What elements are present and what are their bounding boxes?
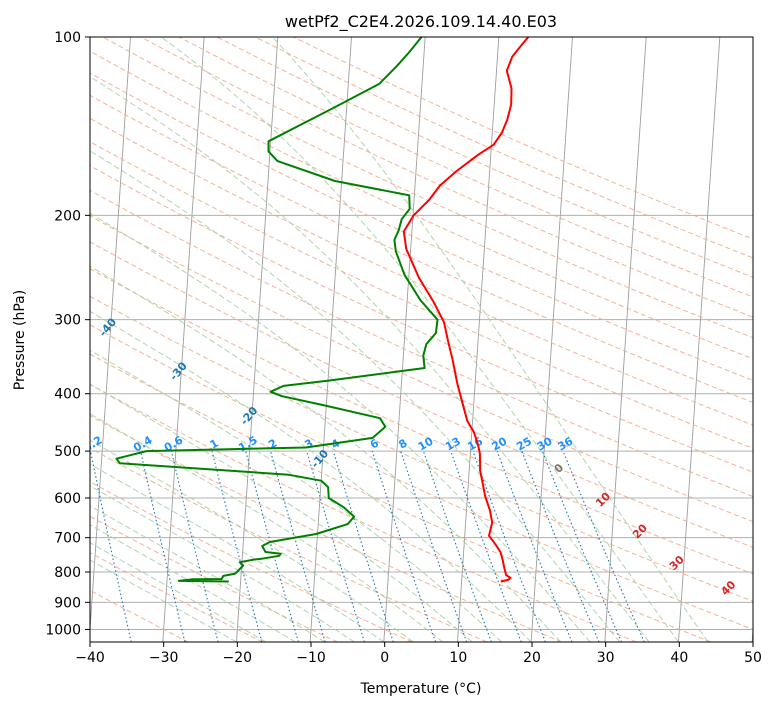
x-tick-label: 50: [744, 650, 762, 666]
isotherm-line: [162, 37, 205, 642]
moist-adiabat-line: [90, 265, 561, 642]
mixing-ratio-line: [245, 450, 299, 642]
mixing-ratio-line: [371, 450, 437, 642]
y-tick-label: 300: [54, 313, 81, 329]
mixing-ratio-line: [541, 450, 623, 642]
isotherm-line: [530, 37, 573, 642]
dry-adiabat-line: [90, 324, 753, 630]
y-tick-label: 400: [54, 387, 81, 403]
x-tick-label: −40: [75, 650, 105, 666]
y-tick-label: 700: [54, 531, 81, 547]
x-tick-label: −10: [296, 650, 326, 666]
mixing-ratio-line: [496, 450, 573, 642]
x-tick-label: −30: [149, 650, 179, 666]
dry-adiabat-line: [90, 353, 712, 642]
x-tick-label: 20: [523, 650, 541, 666]
moist-adiabat-line: [90, 463, 385, 642]
y-axis-ticks: 100 200 300 400 500 600 700 800 900 1000: [45, 30, 90, 638]
data-lines: [115, 37, 530, 583]
mixing-ratio-line: [422, 450, 492, 642]
plot-frame: [89, 36, 754, 643]
dry-adiabat-line: [140, 37, 753, 318]
y-tick-label: 600: [54, 491, 81, 507]
moist-adiabat-line: [90, 349, 503, 642]
y-tick-label: 900: [54, 595, 81, 611]
x-axis-ticks: −40 −30 −20 −10 0 10 20 30 40 50: [75, 642, 762, 666]
moist-adiabat-line: [90, 439, 414, 642]
moist-adiabat-line: [90, 542, 267, 642]
background-lines: [90, 37, 753, 642]
y-axis-title: Pressure (hPa): [12, 290, 28, 390]
dry-adiabat-line: [90, 589, 189, 642]
mixing-ratio-line: [306, 450, 365, 642]
y-tick-label: 800: [54, 565, 81, 581]
x-tick-label: 0: [380, 650, 389, 666]
mixing-ratio-line: [140, 450, 186, 642]
x-tick-label: 40: [670, 650, 688, 666]
dry-adiabat-line: [90, 383, 637, 642]
dry-adiabat-line: [90, 215, 753, 523]
y-tick-label: 500: [54, 444, 81, 460]
dry-adiabat-line: [90, 141, 753, 449]
mixing-ratio-line: [170, 450, 219, 642]
moist-adiabat-line: [90, 505, 326, 642]
mixing-ratio-line: [400, 450, 468, 642]
chart-title: wetPf2_C2E4.2026.109.14.40.E03: [285, 12, 557, 32]
dry-adiabat-line: [90, 117, 753, 426]
moist-adiabat-line: [90, 383, 473, 642]
mixing-ratio-line: [269, 450, 326, 642]
x-tick-label: 30: [597, 650, 615, 666]
x-tick-label: −20: [223, 650, 253, 666]
dry-adiabat-line: [90, 50, 753, 360]
isotherm-line: [90, 37, 131, 637]
isotherm-line: [678, 37, 721, 642]
moist-adiabat-line: [90, 150, 620, 642]
y-tick-label: 100: [54, 30, 81, 46]
dry-adiabat-line: [90, 72, 753, 381]
dry-adiabat-line: [90, 481, 413, 642]
moist-adiabat-line: [90, 559, 237, 642]
moist-adiabat-line: [272, 37, 709, 642]
mixing-ratio-line: [521, 450, 600, 642]
dry-adiabat-line: [90, 189, 753, 498]
moist-adiabat-line: [90, 212, 591, 642]
dry-adiabat-line: [102, 37, 753, 339]
mixing-ratio-line: [450, 450, 522, 642]
dry-adiabat-line: [90, 515, 338, 642]
dry-adiabat-line: [90, 241, 753, 549]
moist-adiabat-line: [90, 413, 444, 642]
mixing-ratio-line: [562, 450, 645, 642]
y-tick-label: 200: [54, 208, 81, 224]
dry-adiabat-line: [90, 415, 562, 642]
moist-adiabat-line: [90, 310, 532, 642]
isotherm-line: [604, 37, 647, 642]
mixing-ratio-line: [332, 450, 394, 642]
dewpoint-profile-line: [115, 37, 439, 583]
mixing-ratio-line: [472, 450, 546, 642]
isotherm-line: [383, 37, 426, 642]
mixing-ratio-line: [90, 450, 132, 642]
x-tick-label: 10: [449, 650, 467, 666]
isotherm-line: [457, 37, 500, 642]
dry-adiabat-line: [90, 268, 753, 575]
moist-adiabat-line: [90, 524, 296, 642]
y-tick-label: 1000: [45, 622, 81, 638]
moist-adiabat-line: [160, 37, 679, 642]
x-axis-title: Temperature (°C): [360, 681, 482, 697]
isotherm-line: [236, 37, 279, 642]
temperature-profile-line: [402, 37, 530, 583]
